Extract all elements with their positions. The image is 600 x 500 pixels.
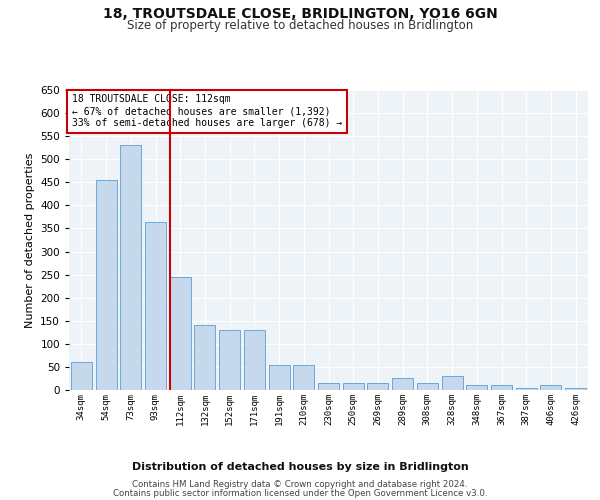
- Bar: [516, 388, 537, 390]
- Bar: [442, 376, 463, 390]
- Text: Contains HM Land Registry data © Crown copyright and database right 2024.: Contains HM Land Registry data © Crown c…: [132, 480, 468, 489]
- Text: Contains public sector information licensed under the Open Government Licence v3: Contains public sector information licen…: [113, 489, 487, 498]
- Bar: [120, 146, 141, 390]
- Bar: [417, 383, 438, 390]
- Bar: [343, 383, 364, 390]
- Bar: [170, 277, 191, 390]
- Bar: [541, 386, 562, 390]
- Bar: [194, 326, 215, 390]
- Text: 18 TROUTSDALE CLOSE: 112sqm
← 67% of detached houses are smaller (1,392)
33% of : 18 TROUTSDALE CLOSE: 112sqm ← 67% of det…: [71, 94, 342, 128]
- Bar: [145, 222, 166, 390]
- Bar: [318, 383, 339, 390]
- Text: 18, TROUTSDALE CLOSE, BRIDLINGTON, YO16 6GN: 18, TROUTSDALE CLOSE, BRIDLINGTON, YO16 …: [103, 8, 497, 22]
- Y-axis label: Number of detached properties: Number of detached properties: [25, 152, 35, 328]
- Bar: [491, 386, 512, 390]
- Text: Size of property relative to detached houses in Bridlington: Size of property relative to detached ho…: [127, 18, 473, 32]
- Bar: [95, 180, 116, 390]
- Bar: [293, 364, 314, 390]
- Bar: [244, 330, 265, 390]
- Text: Distribution of detached houses by size in Bridlington: Distribution of detached houses by size …: [131, 462, 469, 472]
- Bar: [219, 330, 240, 390]
- Bar: [269, 364, 290, 390]
- Bar: [466, 386, 487, 390]
- Bar: [367, 383, 388, 390]
- Bar: [71, 362, 92, 390]
- Bar: [392, 378, 413, 390]
- Bar: [565, 388, 586, 390]
